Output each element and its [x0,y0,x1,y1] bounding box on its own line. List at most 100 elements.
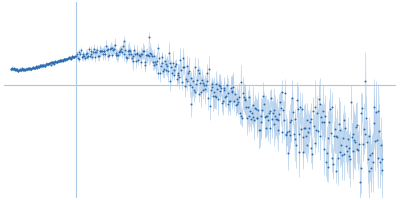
Point [230,86,236,89]
Point [292,117,298,120]
Point [349,149,356,152]
Point [83,52,89,56]
Point [243,106,249,109]
Point [169,71,175,74]
Point [51,61,58,64]
Point [173,63,179,66]
Point [354,147,360,150]
Point [22,67,29,70]
Point [262,116,268,119]
Point [189,85,195,88]
Point [266,126,273,129]
Point [33,66,39,69]
Point [274,129,281,132]
Point [379,168,386,171]
Point [307,120,313,123]
Point [33,65,40,68]
Point [308,117,314,121]
Point [166,51,172,54]
Point [116,51,122,54]
Point [358,112,365,115]
Point [124,56,130,59]
Point [357,181,363,184]
Point [132,52,138,55]
Point [207,104,213,108]
Point [264,115,270,118]
Point [294,108,301,111]
Point [254,116,260,119]
Point [48,61,55,64]
Point [35,65,42,68]
Point [174,78,180,81]
Point [107,47,113,51]
Point [187,77,194,80]
Point [300,135,306,139]
Point [38,64,44,67]
Point [332,127,338,130]
Point [192,65,198,68]
Point [304,118,310,121]
Point [286,133,293,136]
Point [17,68,23,71]
Point [78,48,84,52]
Point [168,65,174,68]
Point [328,132,334,135]
Point [26,68,32,71]
Point [200,88,207,92]
Point [68,56,75,59]
Point [338,144,344,147]
Point [100,50,107,53]
Point [54,60,60,63]
Point [104,54,111,58]
Point [339,153,345,157]
Point [68,57,74,60]
Point [340,118,347,121]
Point [14,68,20,71]
Point [194,79,200,82]
Point [117,50,124,53]
Point [114,54,120,57]
Point [330,162,336,165]
Point [88,53,94,56]
Point [47,61,54,64]
Point [84,51,91,54]
Point [344,138,351,141]
Point [290,110,296,113]
Point [277,100,283,103]
Point [32,66,38,69]
Point [369,152,375,155]
Point [80,53,86,56]
Point [260,95,266,98]
Point [99,49,105,53]
Point [103,44,109,47]
Point [52,60,58,63]
Point [184,80,190,83]
Point [232,104,239,107]
Point [320,109,326,112]
Point [312,105,319,108]
Point [166,61,173,65]
Point [358,166,364,169]
Point [265,119,271,122]
Point [75,51,82,54]
Point [235,101,241,104]
Point [306,126,312,129]
Point [305,130,312,133]
Point [61,58,67,61]
Point [25,67,32,70]
Point [118,47,124,51]
Point [326,120,332,124]
Point [12,68,19,71]
Point [373,110,379,113]
Point [96,55,102,58]
Point [147,51,154,54]
Point [171,69,178,72]
Point [293,144,299,147]
Point [275,118,282,122]
Point [309,153,316,156]
Point [179,65,186,68]
Point [313,128,320,131]
Point [38,65,44,68]
Point [39,64,46,67]
Point [259,109,266,112]
